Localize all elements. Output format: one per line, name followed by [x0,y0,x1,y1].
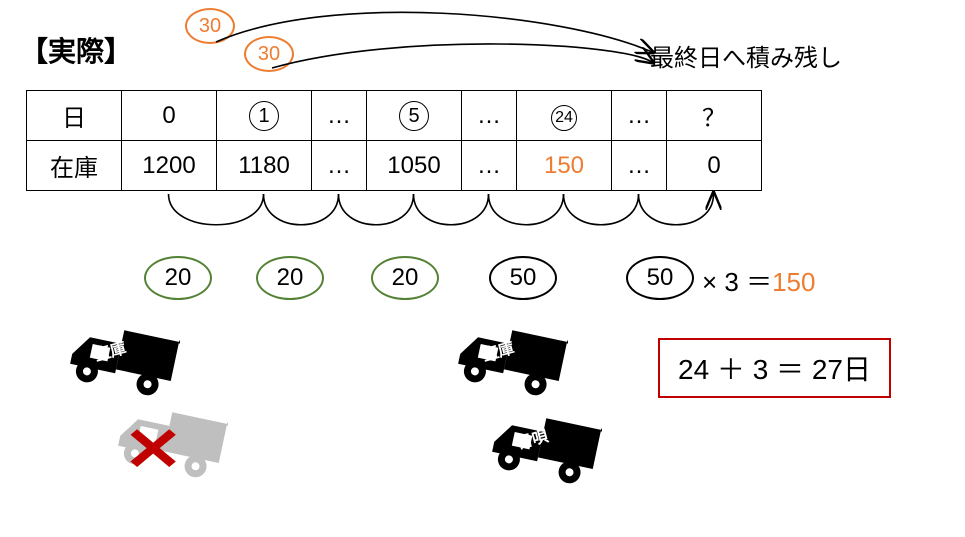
table-header-2: 1 [217,91,312,141]
top-bubble-0: 30 [185,8,235,44]
rate-bubble-3: 50 [489,256,557,300]
table-header-4: 5 [367,91,462,141]
truck-icon-3: 日唄 [482,408,602,488]
table-cell-6: … [612,141,667,191]
cross-out-icon: ✕ [123,415,183,485]
table-cell-3: 1050 [367,141,462,191]
table-cell-4: … [462,141,517,191]
rate-bubble-2: 20 [371,256,439,300]
table-cell-1: 1180 [217,141,312,191]
rate-bubble-1: 20 [256,256,324,300]
table-header-5: … [462,91,517,141]
subhead-carryover: 最終日へ積み残し [650,38,842,73]
table-cell-5: 150 [517,141,612,191]
table-header-8: ？ [667,91,762,141]
table-cell-0: 1200 [122,141,217,191]
formula-rate: × 3 ＝150 [702,262,815,299]
formula-prefix: × 3 ＝ [702,267,772,297]
rate-bubble-4: 50 [626,256,694,300]
truck-icon-0: 直庫 [60,320,180,400]
truck-icon-2: 直庫 [448,320,568,400]
table-header-6: 24 [517,91,612,141]
table-header-3: … [312,91,367,141]
heading-actual: 【実際】 [20,30,132,70]
table-header-1: 0 [122,91,217,141]
answer-box: 24 ＋ 3 ＝ 27日 [658,338,891,398]
table-cell-7: 0 [667,141,762,191]
table-header-7: … [612,91,667,141]
table-cell-2: … [312,141,367,191]
formula-result: 150 [772,267,815,297]
table-header-0: 日 [27,91,122,141]
table-row-label: 在庫 [27,141,122,191]
top-bubble-1: 30 [244,36,294,72]
rate-bubble-0: 20 [144,256,212,300]
inventory-table: 日01…5…24…？在庫12001180…1050…150…0 [26,90,762,191]
